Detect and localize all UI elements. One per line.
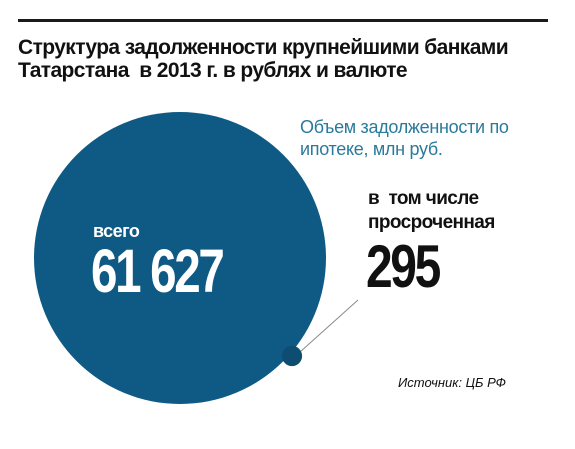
chart-subtitle-line-2: ипотеке, млн руб. xyxy=(300,139,443,159)
overdue-label-line-2: просроченная xyxy=(368,212,495,233)
chart-title: Структура задолженности крупнейшими банк… xyxy=(18,36,558,82)
overdue-label: в том числе просроченная xyxy=(368,187,495,235)
source-note: Источник: ЦБ РФ xyxy=(398,375,506,390)
overdue-value: 295 xyxy=(366,233,441,300)
overdue-label-line-1: в том числе xyxy=(368,188,479,209)
total-label: всего xyxy=(93,221,140,241)
overdue-bubble xyxy=(281,345,303,367)
chart-subtitle: Объем задолженности по ипотеке, млн руб. xyxy=(300,116,550,160)
total-value: 61 627 xyxy=(91,237,225,305)
chart-title-line-2: Татарстана в 2013 г. в рублях и валюте xyxy=(18,59,408,82)
chart-title-line-1: Структура задолженности крупнейшими банк… xyxy=(18,36,509,59)
leader-line xyxy=(299,299,359,353)
total-bubble xyxy=(34,112,326,404)
top-rule xyxy=(18,19,548,22)
chart-subtitle-line-1: Объем задолженности по xyxy=(300,117,509,137)
